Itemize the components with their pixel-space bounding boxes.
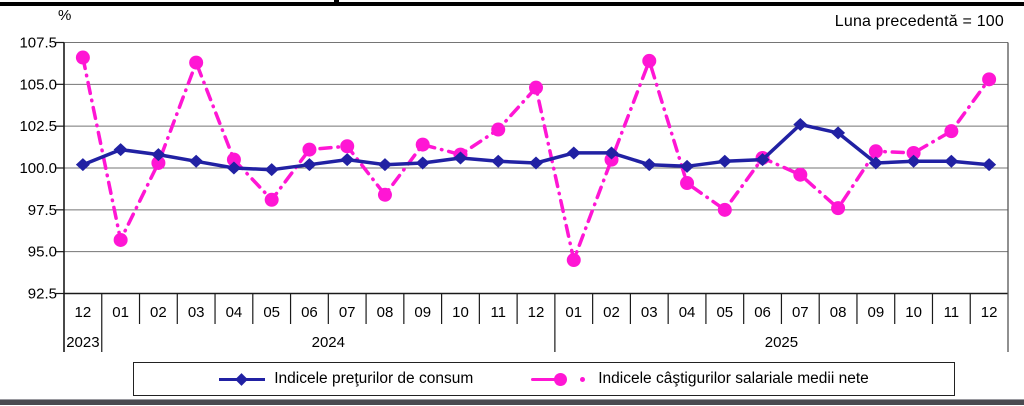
svg-text:03: 03 xyxy=(641,304,658,321)
bottom-rule xyxy=(0,399,1024,405)
svg-text:05: 05 xyxy=(263,304,280,321)
legend-item-salary: Indicele câştigurilor salariale medii ne… xyxy=(531,370,869,388)
svg-text:12: 12 xyxy=(528,304,545,321)
legend-item-cpi: Indicele preţurilor de consum xyxy=(219,370,473,388)
svg-text:105.0: 105.0 xyxy=(19,76,57,93)
svg-text:107.5: 107.5 xyxy=(19,35,57,52)
svg-text:2024: 2024 xyxy=(312,334,345,351)
svg-text:12: 12 xyxy=(75,304,92,321)
svg-text:01: 01 xyxy=(112,304,129,321)
axis-frame xyxy=(63,42,1009,352)
svg-text:92.5: 92.5 xyxy=(28,286,57,303)
svg-text:08: 08 xyxy=(830,304,847,321)
svg-text:12: 12 xyxy=(981,304,998,321)
y-tick-labels: 107.5 105.0 102.5 100.0 97.5 95.0 92.5 xyxy=(19,35,57,303)
svg-text:11: 11 xyxy=(944,304,960,321)
y-axis-unit-label: % xyxy=(58,7,72,24)
series-cpi-markers xyxy=(75,117,997,177)
svg-text:102.5: 102.5 xyxy=(19,118,57,135)
legend-label-salary: Indicele câştigurilor salariale medii ne… xyxy=(598,370,869,387)
svg-text:06: 06 xyxy=(301,304,318,321)
svg-text:05: 05 xyxy=(716,304,733,321)
svg-text:95.0: 95.0 xyxy=(28,244,57,261)
svg-text:2023: 2023 xyxy=(66,334,99,351)
svg-text:10: 10 xyxy=(452,304,469,321)
svg-text:06: 06 xyxy=(754,304,771,321)
svg-text:02: 02 xyxy=(150,304,167,321)
x-tick-separators xyxy=(101,293,971,352)
cpi-line-diamond-icon xyxy=(219,372,266,386)
svg-text:09: 09 xyxy=(867,304,884,321)
base-note-label: Luna precedentă = 100 xyxy=(834,13,1004,30)
svg-text:04: 04 xyxy=(226,304,243,321)
svg-text:02: 02 xyxy=(603,304,620,321)
svg-text:07: 07 xyxy=(339,304,356,321)
svg-text:03: 03 xyxy=(188,304,205,321)
svg-text:10: 10 xyxy=(905,304,922,321)
svg-text:04: 04 xyxy=(679,304,696,321)
svg-text:01: 01 xyxy=(565,304,582,321)
legend: Indicele preţurilor de consum Indicele c… xyxy=(133,362,955,396)
svg-text:07: 07 xyxy=(792,304,809,321)
cropped-title-descender xyxy=(334,0,339,3)
svg-text:09: 09 xyxy=(414,304,431,321)
plot-area: 107.5 105.0 102.5 100.0 97.5 95.0 92.5 12 01 02 03… xyxy=(19,35,1009,352)
month-labels: 12 01 02 03 04 05 06 07 08 09 10 11 12 01 02 03 04 05 06 07… xyxy=(75,304,998,321)
svg-text:97.5: 97.5 xyxy=(28,202,57,219)
series-salary-markers xyxy=(75,50,997,268)
svg-text:2025: 2025 xyxy=(765,334,798,351)
year-labels: 2023 2024 2025 xyxy=(66,334,798,351)
svg-text:08: 08 xyxy=(377,304,394,321)
legend-label-cpi: Indicele preţurilor de consum xyxy=(274,370,474,387)
svg-text:100.0: 100.0 xyxy=(19,160,57,177)
salary-line-circle-icon xyxy=(531,371,589,387)
y-gridlines xyxy=(56,41,1008,295)
cropped-title-rule xyxy=(0,2,1024,6)
svg-text:11: 11 xyxy=(490,304,506,321)
